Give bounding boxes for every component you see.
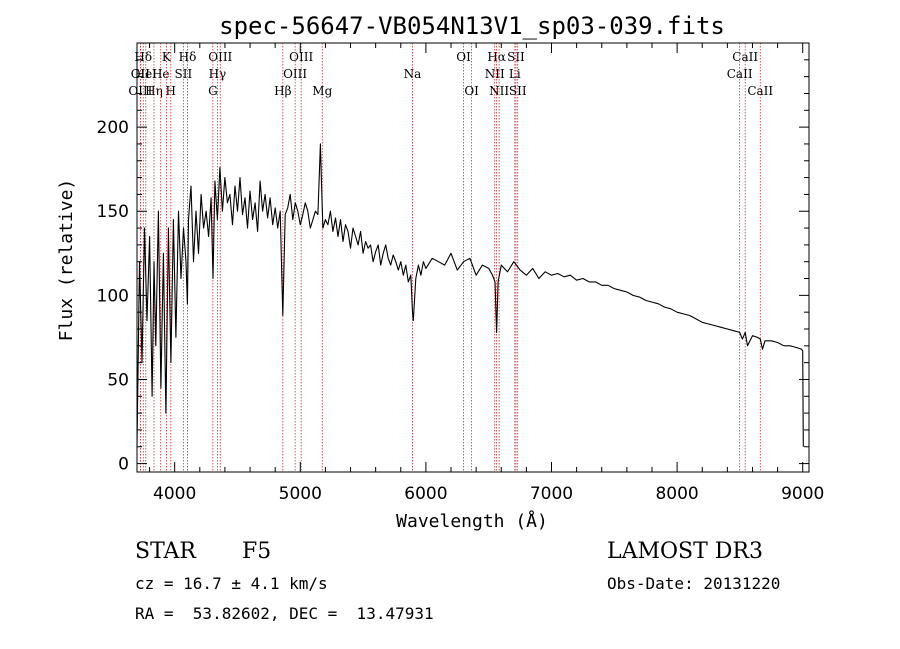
x-tick-label: 4000 [153, 484, 196, 504]
x-tick-label: 6000 [404, 484, 447, 504]
observation-date: Obs-Date: 20131220 [607, 574, 781, 593]
line-label-NII: NII [485, 67, 505, 81]
axis-ticks: 4000 5000 6000 7000 8000 9000 0 50 100 150 200 [97, 43, 824, 504]
y-tick-label: 200 [97, 118, 129, 138]
object-subclass: F5 [242, 539, 272, 564]
y-axis-label: Flux (relative) [56, 179, 77, 342]
line-label-OI: OI [464, 84, 479, 98]
spectrum-chart: spec-56647-VB054N13V1_sp03-039.fits Hδ OI… [56, 12, 824, 532]
line-label-OIII: OIII [208, 50, 232, 64]
x-tick-label: 9000 [781, 484, 824, 504]
line-label-HeI: HeI [135, 67, 158, 81]
redshift-readout: cz = 16.7 ± 4.1 km/s [135, 574, 328, 593]
line-label-K: K [162, 50, 172, 64]
line-label-Hη: Hη [145, 84, 163, 98]
line-label-He: He [152, 67, 170, 81]
line-label-Hδ: Hδ [179, 50, 197, 64]
x-tick-label: 8000 [655, 484, 698, 504]
chart-title: spec-56647-VB054N13V1_sp03-039.fits [219, 12, 725, 40]
line-label-Hδ: Hδ [134, 50, 152, 64]
line-label-G: G [208, 84, 218, 98]
plot-frame [136, 42, 810, 473]
y-tick-label: 0 [118, 455, 129, 475]
x-tick-label: 7000 [530, 484, 573, 504]
line-label-CaII: CaII [727, 67, 753, 81]
object-class: STAR [135, 539, 196, 564]
y-tick-label: 100 [97, 286, 129, 306]
spectrum-series [136, 143, 804, 447]
x-tick-label: 5000 [279, 484, 322, 504]
line-label-NII: NII [489, 84, 509, 98]
line-label-OIII: OIII [289, 50, 313, 64]
line-label-Hγ: Hγ [209, 67, 227, 81]
line-label-Hβ: Hβ [274, 84, 291, 98]
line-label-Na: Na [404, 67, 422, 81]
line-label-SII: SII [509, 84, 527, 98]
line-label-OIII: OIII [283, 67, 307, 81]
line-label-Mg: Mg [312, 84, 332, 98]
line-label-Li: Li [509, 67, 521, 81]
line-label-H: H [166, 84, 176, 98]
coordinates-readout: RA = 53.82602, DEC = 13.47931 [135, 604, 434, 623]
line-label-SII: SII [174, 67, 192, 81]
line-label-OIII: OIII [128, 84, 152, 98]
survey-name: LAMOST DR3 [607, 539, 763, 564]
line-label-CaII: CaII [747, 84, 773, 98]
line-label-CaII: CaII [732, 50, 758, 64]
line-label-SII: SII [507, 50, 525, 64]
line-label-Hα: Hα [487, 50, 506, 64]
x-axis-label: Wavelength (Å) [396, 510, 548, 532]
y-tick-label: 50 [107, 370, 129, 390]
line-label-OI: OI [456, 50, 471, 64]
series-line-flux [136, 143, 804, 447]
y-tick-label: 150 [97, 202, 129, 222]
